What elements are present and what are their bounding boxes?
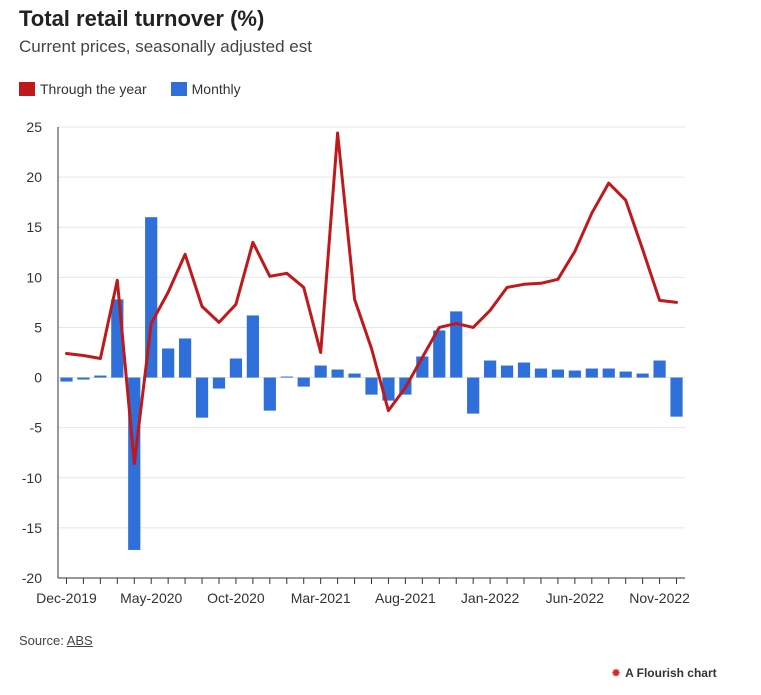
bar-monthly: [331, 369, 344, 378]
y-tick-label: -20: [22, 570, 42, 586]
legend: Through the year Monthly: [19, 81, 265, 97]
bar-monthly: [500, 365, 514, 378]
bar-monthly: [178, 338, 192, 378]
bar-monthly: [433, 330, 446, 378]
legend-item-through-the-year[interactable]: Through the year: [19, 81, 147, 97]
x-tick-label: Oct-2020: [207, 590, 265, 606]
bar-monthly: [162, 348, 175, 378]
legend-label-through-the-year: Through the year: [40, 81, 147, 97]
flourish-logo-icon: ✹: [611, 666, 622, 680]
y-tick-label: 20: [26, 169, 42, 185]
source-note: Source: ABS: [19, 633, 93, 648]
source-prefix: Source:: [19, 633, 67, 648]
bar-monthly: [246, 315, 259, 378]
chart-title: Total retail turnover (%): [19, 6, 265, 31]
line-through-the-year: [65, 131, 678, 466]
bar-monthly: [195, 377, 209, 418]
x-tick-label: Jun-2022: [546, 590, 605, 606]
x-tick-label: Aug-2021: [375, 590, 436, 606]
bar-monthly: [534, 368, 548, 378]
x-tick-label: Jan-2022: [461, 590, 520, 606]
y-tick-label: 10: [26, 269, 42, 285]
y-tick-label: 5: [34, 319, 42, 335]
legend-swatch-through-the-year: [19, 82, 35, 96]
bar-monthly: [568, 370, 581, 378]
bar-monthly: [77, 377, 90, 380]
y-tick-label: -5: [30, 420, 43, 436]
y-tick-label: 0: [34, 370, 42, 386]
y-tick-label: 25: [26, 119, 42, 135]
flourish-credit[interactable]: ✹ A Flourish chart: [611, 666, 717, 680]
y-tick-label: -15: [22, 520, 42, 536]
source-link[interactable]: ABS: [66, 633, 93, 648]
bar-monthly: [551, 369, 565, 378]
y-tick-label: 15: [26, 219, 42, 235]
bar-monthly: [653, 360, 666, 378]
bar-monthly: [467, 377, 480, 414]
bar-monthly: [585, 368, 598, 378]
bar-monthly: [94, 375, 107, 378]
bar-monthly: [229, 358, 243, 378]
x-tick-label: May-2020: [120, 590, 182, 606]
y-tick-label: -10: [22, 470, 42, 486]
bar-monthly: [212, 377, 226, 389]
chart-subtitle: Current prices, seasonally adjusted est: [19, 37, 312, 56]
x-tick-label: Mar-2021: [291, 590, 351, 606]
flourish-credit-label: A Flourish chart: [625, 666, 717, 680]
bar-monthly: [670, 377, 683, 417]
x-tick-label: Nov-2022: [629, 590, 690, 606]
legend-label-monthly: Monthly: [191, 81, 241, 97]
bar-monthly: [602, 368, 615, 378]
bar-monthly: [450, 311, 463, 378]
bar-monthly: [636, 373, 649, 378]
x-tick-label: Dec-2019: [36, 590, 97, 606]
bar-monthly: [517, 362, 531, 378]
bar-monthly: [297, 377, 310, 387]
bar-monthly: [365, 377, 378, 395]
legend-item-monthly[interactable]: Monthly: [170, 81, 241, 97]
bar-monthly: [619, 371, 632, 378]
bar-monthly: [484, 360, 497, 378]
bar-monthly: [314, 365, 327, 378]
legend-swatch-monthly: [170, 82, 187, 96]
bar-monthly: [348, 373, 361, 378]
bar-monthly: [280, 376, 293, 378]
bar-monthly: [263, 377, 276, 411]
bar-monthly: [60, 377, 73, 382]
